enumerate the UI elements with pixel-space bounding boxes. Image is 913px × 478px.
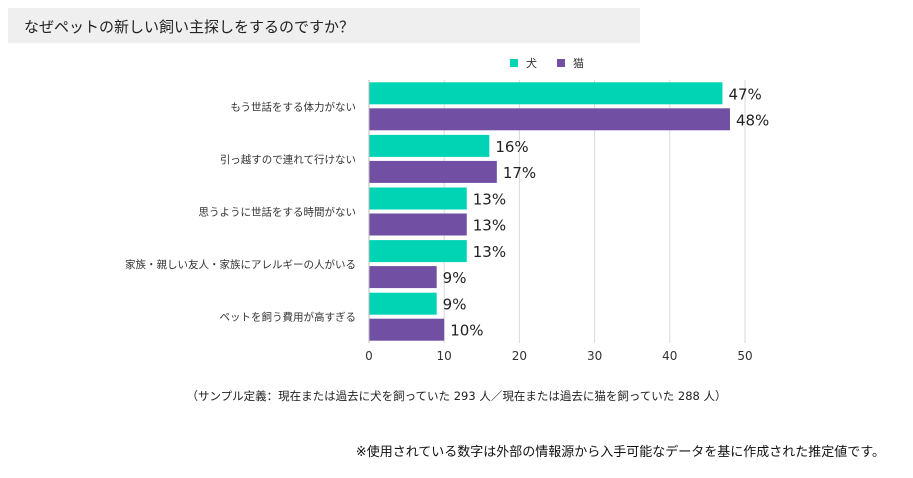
bar-cat: [369, 108, 730, 131]
x-tick-label: 0: [365, 349, 373, 363]
value-label: 16%: [495, 138, 528, 156]
bar-dog: [369, 134, 490, 157]
bar-cat: [369, 213, 467, 236]
value-label: 13%: [473, 217, 506, 235]
legend-swatch-cat: [557, 59, 565, 67]
disclaimer-note: ※使用されている数字は外部の情報源から入手可能なデータを基に作成された推定値です…: [355, 445, 885, 460]
legend-swatch-dog: [510, 59, 518, 67]
value-label: 17%: [503, 164, 536, 182]
category-label: 思うように世話をする時間がない: [199, 206, 357, 219]
value-label: 9%: [443, 296, 467, 314]
bar-chart: 0 10 20 30 40 50 もう世話をする体力がない 47% 48% 引っ越すので連れて行け…: [125, 80, 769, 363]
value-label: 13%: [473, 191, 506, 209]
category-label: 引っ越すので連れて行けない: [220, 153, 356, 166]
legend-label-cat: 猫: [573, 57, 584, 70]
value-label: 48%: [736, 111, 769, 129]
title-box: なぜペットの新しい飼い主探しをするのですか？: [8, 8, 640, 43]
x-tick-label: 40: [662, 349, 677, 363]
bar-cat: [369, 266, 437, 289]
bar-dog: [369, 82, 723, 105]
bar-cat: [369, 318, 445, 341]
value-label: 10%: [450, 322, 483, 340]
legend: 犬 猫: [510, 55, 604, 71]
x-tick-label: 30: [587, 349, 602, 363]
legend-item-dog: 犬: [510, 55, 537, 71]
bar-dog: [369, 240, 467, 263]
category-label: 家族・親しい友人・家族にアレルギーの人がいる: [125, 258, 356, 271]
legend-item-cat: 猫: [557, 55, 584, 71]
x-tick-label: 10: [437, 349, 452, 363]
bar-dog: [369, 292, 437, 315]
category-label: ペットを飼う費用が高すぎる: [220, 311, 357, 324]
value-label: 9%: [443, 269, 467, 287]
value-label: 47%: [728, 85, 761, 103]
x-tick-label: 20: [512, 349, 527, 363]
sample-note: （サンプル定義：現在または過去に犬を飼っていた 293 人／現在または過去に猫を…: [186, 389, 727, 403]
chart-title: なぜペットの新しい飼い主探しをするのですか？: [24, 18, 355, 36]
category-label: もう世話をする体力がない: [230, 100, 356, 113]
value-label: 13%: [473, 243, 506, 261]
legend-label-dog: 犬: [526, 57, 537, 70]
bar-dog: [369, 187, 467, 210]
bar-cat: [369, 160, 497, 183]
x-tick-label: 50: [737, 349, 752, 363]
